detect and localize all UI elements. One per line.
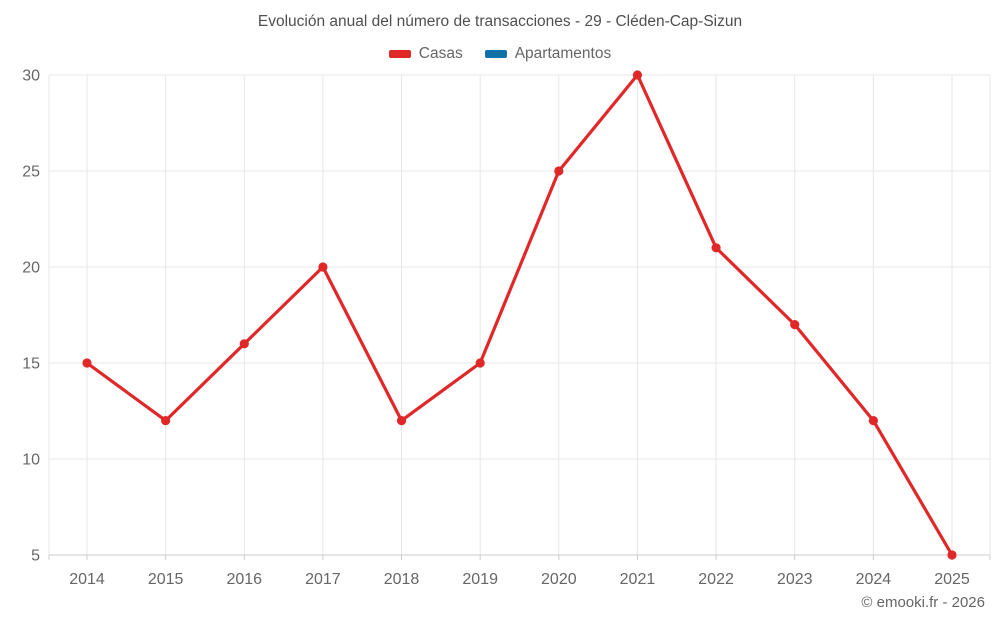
legend-item-apartamentos[interactable]: Apartamentos xyxy=(484,45,612,63)
data-point[interactable] xyxy=(318,262,328,272)
data-point[interactable] xyxy=(947,550,957,560)
legend-label-casas: Casas xyxy=(418,45,463,62)
data-point[interactable] xyxy=(868,416,878,426)
data-point[interactable] xyxy=(82,358,92,368)
x-axis-tick-label: 2017 xyxy=(305,571,341,588)
legend-item-casas[interactable]: Casas xyxy=(388,45,463,63)
y-axis-tick-label: 15 xyxy=(22,356,40,373)
y-axis-tick-label: 10 xyxy=(22,452,40,469)
x-axis-tick-label: 2021 xyxy=(620,571,656,588)
y-axis-tick-label: 30 xyxy=(22,68,40,85)
data-point[interactable] xyxy=(396,416,407,426)
x-axis-tick-label: 2016 xyxy=(226,571,262,588)
data-point[interactable] xyxy=(475,358,485,368)
y-axis-tick-label: 5 xyxy=(31,548,40,565)
x-axis-tick-label: 2023 xyxy=(777,571,813,588)
x-axis-tick-label: 2014 xyxy=(69,571,105,588)
series-line-casas xyxy=(85,73,954,557)
data-point[interactable] xyxy=(790,320,800,330)
legend-label-apartamentos: Apartamentos xyxy=(514,45,612,62)
x-axis-tick-label: 2018 xyxy=(384,571,420,588)
x-axis-tick-label: 2025 xyxy=(934,571,970,588)
legend: Casas Apartamentos xyxy=(0,45,1000,63)
x-axis-tick-label: 2015 xyxy=(148,571,184,588)
chart-title: Evolución anual del número de transaccio… xyxy=(257,13,743,30)
legend-swatch-casas-icon xyxy=(388,50,411,58)
copyright-credit: © emooki.fr - 2026 xyxy=(861,594,985,611)
data-point[interactable] xyxy=(554,166,564,176)
data-point[interactable] xyxy=(161,416,171,426)
y-axis-tick-label: 20 xyxy=(22,260,40,277)
y-axis-tick-label: 25 xyxy=(22,164,40,181)
x-axis-tick-label: 2024 xyxy=(856,571,892,588)
data-point[interactable] xyxy=(239,339,249,349)
x-axis-tick-label: 2019 xyxy=(462,571,498,588)
legend-swatch-apartamentos-icon xyxy=(484,50,507,58)
x-axis-tick-label: 2020 xyxy=(541,571,577,588)
data-point[interactable] xyxy=(632,70,643,80)
x-axis-tick-label: 2022 xyxy=(698,571,734,588)
data-point[interactable] xyxy=(711,243,721,253)
